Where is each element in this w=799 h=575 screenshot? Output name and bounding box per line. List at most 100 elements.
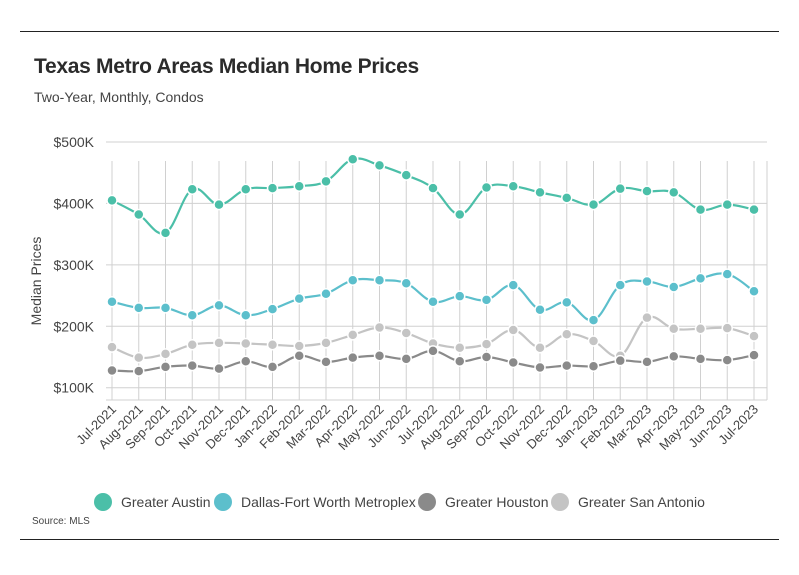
data-point-dallas-fort-worth-metroplex (347, 274, 359, 286)
data-point-greater-san-antonio (320, 337, 332, 349)
data-point-greater-austin (721, 198, 733, 211)
data-point-dallas-fort-worth-metroplex (561, 296, 573, 309)
data-point-dallas-fort-worth-metroplex (133, 302, 145, 314)
data-point-dallas-fort-worth-metroplex (480, 294, 493, 306)
data-point-dallas-fort-worth-metroplex (721, 268, 733, 280)
data-point-dallas-fort-worth-metroplex (454, 290, 466, 302)
legend-label: Greater Austin (121, 494, 211, 510)
data-point-greater-austin (213, 198, 225, 211)
data-point-greater-san-antonio (240, 337, 252, 350)
data-point-greater-san-antonio (159, 348, 172, 360)
data-point-greater-austin (240, 183, 252, 196)
data-point-greater-san-antonio (641, 311, 653, 324)
data-point-greater-austin (480, 181, 493, 194)
data-point-dallas-fort-worth-metroplex (240, 309, 252, 321)
data-point-greater-san-antonio (668, 322, 680, 335)
data-point-greater-austin (347, 153, 359, 165)
data-point-greater-austin (507, 180, 519, 192)
data-point-dallas-fort-worth-metroplex (507, 279, 519, 291)
data-point-greater-austin (266, 182, 279, 194)
legend-item-greater-san-antonio: Greater San Antonio (551, 490, 705, 514)
bottom-rule (20, 539, 779, 540)
data-point-dallas-fort-worth-metroplex (159, 302, 172, 314)
data-point-greater-austin (748, 203, 760, 216)
data-point-greater-austin (400, 169, 412, 181)
data-point-greater-san-antonio (748, 330, 760, 342)
data-point-dallas-fort-worth-metroplex (614, 279, 626, 291)
legend-label: Greater Houston (445, 494, 549, 510)
data-point-greater-houston (454, 355, 466, 368)
data-point-dallas-fort-worth-metroplex (587, 314, 600, 326)
data-point-greater-san-antonio (133, 351, 145, 364)
data-point-greater-houston (293, 350, 305, 362)
data-point-greater-houston (133, 365, 145, 377)
data-point-dallas-fort-worth-metroplex (293, 292, 305, 305)
data-point-greater-houston (159, 361, 172, 373)
data-point-greater-austin (561, 192, 573, 204)
data-point-dallas-fort-worth-metroplex (427, 295, 439, 308)
legend-item-dallas-fort-worth-metroplex: Dallas-Fort Worth Metroplex (214, 490, 416, 514)
data-point-greater-austin (427, 182, 439, 194)
data-point-greater-austin (133, 208, 145, 221)
data-point-greater-austin (534, 186, 546, 199)
data-point-greater-houston (641, 356, 653, 368)
data-point-greater-austin (320, 175, 332, 188)
data-point-greater-houston (614, 354, 626, 367)
data-point-greater-houston (320, 356, 332, 368)
y-tick-label: $300K (54, 257, 95, 273)
data-point-greater-san-antonio (587, 335, 600, 347)
data-point-greater-houston (213, 362, 225, 375)
data-point-dallas-fort-worth-metroplex (213, 299, 225, 312)
data-point-dallas-fort-worth-metroplex (534, 303, 546, 316)
data-point-greater-houston (748, 349, 760, 361)
data-point-greater-houston (427, 345, 439, 357)
data-point-dallas-fort-worth-metroplex (373, 274, 386, 286)
data-point-greater-houston (186, 359, 198, 372)
data-point-greater-san-antonio (293, 340, 305, 352)
data-point-greater-houston (106, 364, 118, 377)
data-point-greater-austin (668, 186, 680, 199)
data-point-greater-san-antonio (400, 327, 412, 339)
data-point-greater-houston (587, 360, 600, 372)
data-point-greater-san-antonio (507, 324, 519, 336)
data-point-greater-san-antonio (561, 328, 573, 341)
data-point-greater-houston (534, 361, 546, 374)
y-axis-title: Median Prices (28, 237, 44, 326)
data-point-greater-san-antonio (694, 322, 707, 335)
y-tick-label: $200K (54, 318, 95, 334)
data-point-dallas-fort-worth-metroplex (106, 295, 118, 308)
data-point-greater-austin (454, 208, 466, 221)
chart-subtitle: Two-Year, Monthly, Condos (34, 89, 204, 105)
data-point-greater-austin (373, 159, 386, 172)
y-tick-label: $400K (54, 195, 95, 211)
data-point-greater-san-antonio (721, 322, 733, 334)
data-point-dallas-fort-worth-metroplex (668, 281, 680, 293)
source-note: Source: MLS (32, 516, 90, 527)
legend-marker (94, 493, 112, 511)
data-point-dallas-fort-worth-metroplex (694, 272, 707, 285)
data-point-greater-austin (159, 227, 172, 239)
data-point-greater-san-antonio (534, 342, 546, 354)
data-point-greater-austin (186, 183, 198, 196)
data-point-greater-houston (668, 350, 680, 363)
data-point-greater-austin (641, 185, 653, 197)
legend-item-greater-houston: Greater Houston (418, 490, 549, 514)
data-point-greater-austin (694, 203, 707, 216)
data-point-greater-houston (347, 351, 359, 364)
data-point-greater-san-antonio (213, 337, 225, 349)
data-point-greater-houston (266, 361, 279, 373)
legend-item-greater-austin: Greater Austin (94, 490, 211, 514)
data-point-greater-austin (614, 182, 626, 195)
data-point-greater-austin (587, 198, 600, 211)
data-point-dallas-fort-worth-metroplex (320, 287, 332, 300)
data-point-greater-houston (561, 359, 573, 372)
data-point-greater-houston (721, 354, 733, 366)
top-rule (20, 31, 779, 32)
data-point-greater-san-antonio (106, 341, 118, 353)
data-point-dallas-fort-worth-metroplex (400, 277, 412, 290)
data-point-greater-austin (106, 194, 118, 207)
legend: Greater Austin Dallas-Fort Worth Metropl… (0, 490, 799, 514)
legend-marker (418, 493, 436, 511)
y-tick-label: $100K (54, 380, 95, 396)
